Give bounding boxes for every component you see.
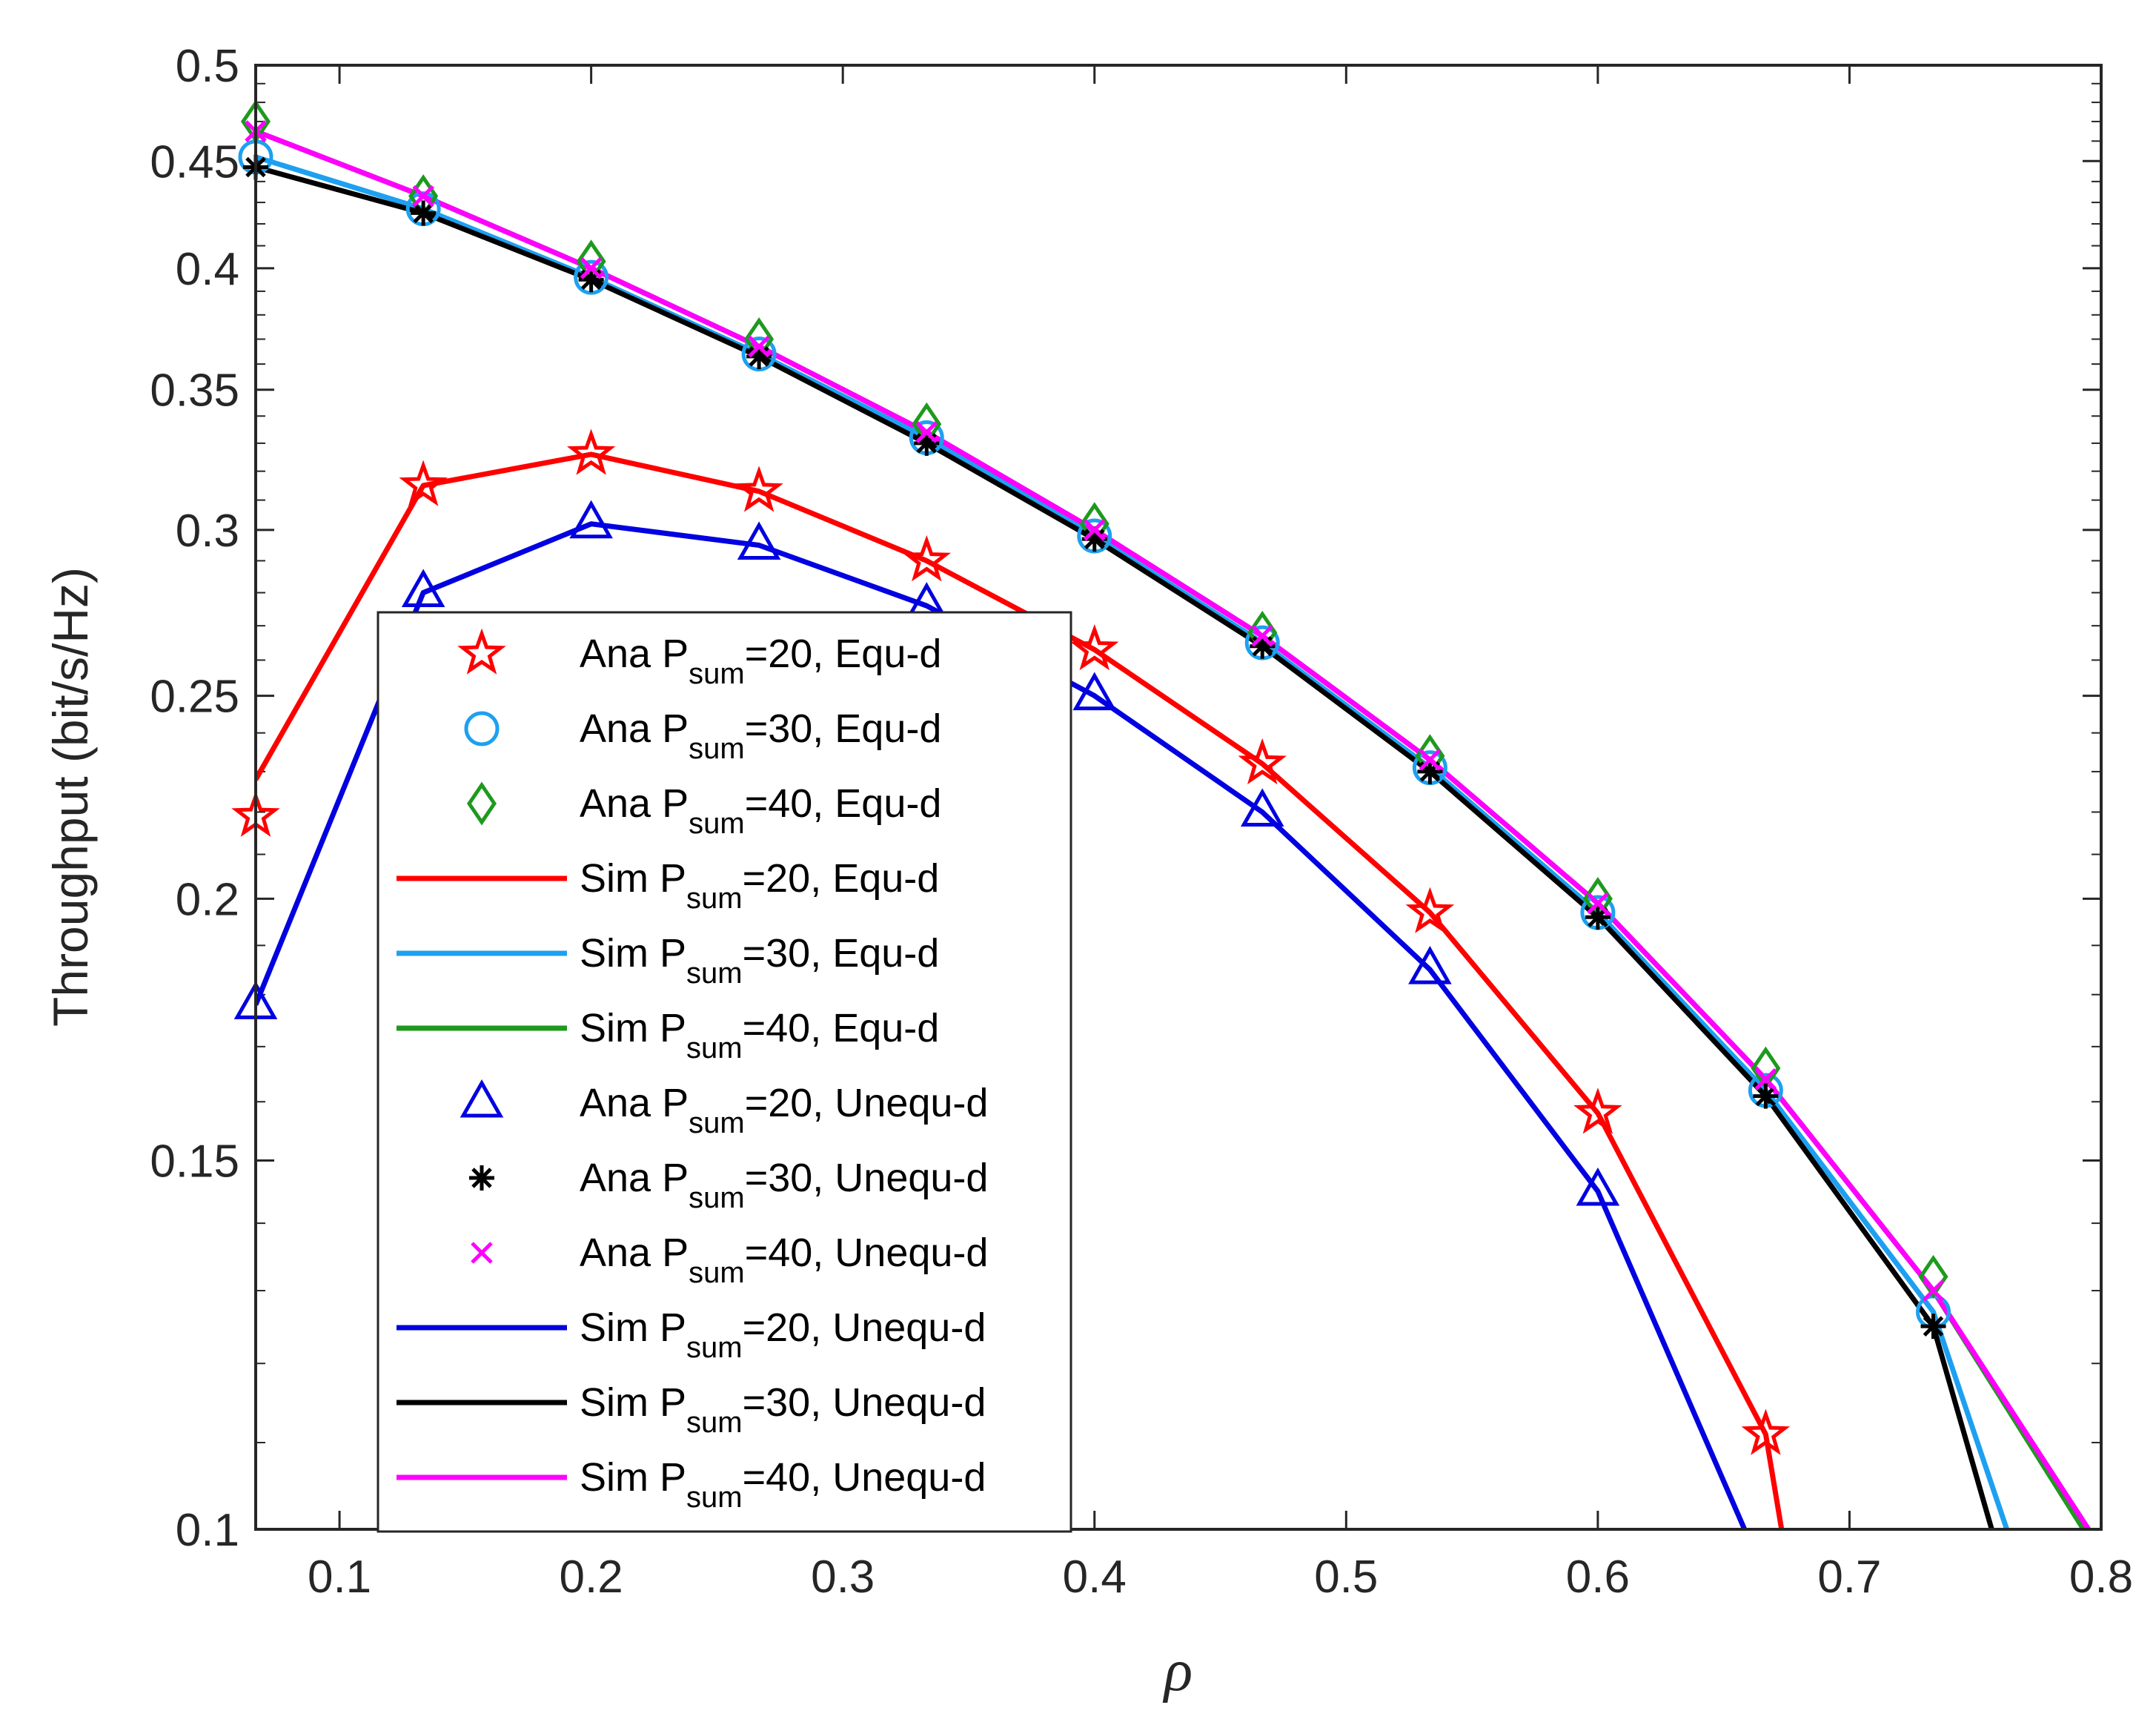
legend-label: Sim Psum=20, Equ-d xyxy=(580,856,939,915)
marker-triangle-6 xyxy=(1408,946,1452,984)
legend-marker-swatch xyxy=(464,711,500,746)
y-tick-label: 0.25 xyxy=(150,672,239,723)
x-tick-label: 0.4 xyxy=(1063,1552,1127,1603)
marker-triangle-6 xyxy=(737,521,781,560)
marker-triangle-6 xyxy=(1576,1167,1620,1206)
marker-star-0 xyxy=(566,428,616,475)
y-tick-label: 0.2 xyxy=(176,874,239,925)
marker-star-0 xyxy=(399,460,448,506)
legend-entry: Sim Psum=40, Equ-d xyxy=(397,1006,939,1065)
series-line-11 xyxy=(256,128,2091,1529)
legend: Ana Psum=20, Equ-d Ana Psum=30, Equ-d Ana … xyxy=(377,611,1072,1533)
marker-x-8 xyxy=(1251,625,1274,647)
x-tick-label: 0.5 xyxy=(1314,1552,1378,1603)
y-tick-label: 0.3 xyxy=(176,506,239,557)
marker-asterisk-7 xyxy=(411,200,437,226)
legend-entry: Ana Psum=20, Unequ-d xyxy=(460,1079,988,1139)
marker-asterisk-7 xyxy=(1920,1314,1946,1340)
marker-triangle-6 xyxy=(1072,672,1117,711)
x-tick-label: 0.3 xyxy=(811,1552,875,1603)
legend-label: Sim Psum=40, Unequ-d xyxy=(580,1455,986,1514)
marker-triangle-6 xyxy=(401,569,445,608)
legend-entry: Ana Psum=40, Unequ-d xyxy=(471,1231,988,1289)
legend-marker-swatch xyxy=(460,1079,504,1118)
legend-label: Ana Psum=40, Equ-d xyxy=(580,781,941,840)
y-tick-label: 0.5 xyxy=(176,41,239,92)
y-tick-label: 0.1 xyxy=(176,1505,239,1556)
marker-diamond-2 xyxy=(1918,1254,1948,1299)
plot-frame xyxy=(254,64,2103,1531)
legend-box xyxy=(377,611,1072,1533)
marker-x-8 xyxy=(1419,749,1442,771)
legend-label: Ana Psum=30, Unequ-d xyxy=(580,1156,988,1214)
x-axis-label: ρ xyxy=(1162,1638,1193,1704)
y-tick-label: 0.35 xyxy=(150,365,239,417)
y-tick-label: 0.45 xyxy=(150,136,239,188)
marker-x-8 xyxy=(748,335,770,358)
marker-triangle-6 xyxy=(569,500,613,539)
legend-entry: Ana Psum=40, Equ-d xyxy=(466,781,941,840)
tick-labels: 0.1 0.2 0.3 0.4 0.5 0.6 0.7 0.8 0.1 0.15 0.2 0.25 0.… xyxy=(150,41,2133,1603)
legend-label: Ana Psum=20, Unequ-d xyxy=(580,1081,988,1139)
legend-label: Sim Psum=30, Equ-d xyxy=(580,931,939,990)
marker-triangle-6 xyxy=(1240,788,1284,827)
marker-star-0 xyxy=(1741,1408,1791,1455)
x-tick-label: 0.2 xyxy=(560,1552,623,1603)
y-tick-label: 0.15 xyxy=(150,1136,239,1187)
marker-star-0 xyxy=(1238,738,1287,785)
marker-x-8 xyxy=(1587,892,1609,915)
legend-entry: Ana Psum=20, Equ-d xyxy=(457,628,941,690)
marker-asterisk-7 xyxy=(578,267,604,293)
legend-marker-swatch xyxy=(471,1242,493,1264)
x-tick-label: 0.7 xyxy=(1817,1552,1881,1603)
marker-x-8 xyxy=(1083,519,1106,541)
legend-marker-swatch xyxy=(457,628,506,675)
legend-entry: Ana Psum=30, Equ-d xyxy=(464,706,941,765)
marker-x-8 xyxy=(412,185,434,208)
marker-star-0 xyxy=(734,466,783,512)
legend-marker-swatch xyxy=(469,1165,494,1191)
marker-x-8 xyxy=(1922,1279,1945,1302)
marker-x-8 xyxy=(915,421,938,443)
legend-entry: Sim Psum=30, Equ-d xyxy=(397,931,939,990)
legend-label: Ana Psum=20, Equ-d xyxy=(580,632,941,690)
legend-label: Sim Psum=30, Unequ-d xyxy=(580,1380,986,1439)
series-markers xyxy=(231,99,1951,1455)
legend-label: Sim Psum=20, Unequ-d xyxy=(580,1305,986,1364)
marker-asterisk-7 xyxy=(1417,758,1443,784)
series-line-3 xyxy=(256,451,1785,1529)
y-axis-label: Throughput (bit/s/Hz) xyxy=(43,567,98,1027)
marker-star-0 xyxy=(902,535,951,582)
legend-entry: Sim Psum=40, Unequ-d xyxy=(397,1455,986,1514)
legend-marker-swatch xyxy=(466,781,497,826)
legend-entry: Sim Psum=30, Unequ-d xyxy=(397,1380,986,1439)
series-line-10 xyxy=(256,165,1994,1529)
legend-label: Ana Psum=30, Equ-d xyxy=(580,706,941,765)
legend-label: Sim Psum=40, Equ-d xyxy=(580,1006,939,1065)
x-tick-label: 0.8 xyxy=(2069,1552,2133,1603)
marker-asterisk-7 xyxy=(1753,1083,1779,1109)
legend-entry: Ana Psum=30, Unequ-d xyxy=(469,1156,988,1214)
x-tick-label: 0.1 xyxy=(308,1552,371,1603)
marker-star-0 xyxy=(1405,887,1455,933)
x-tick-label: 0.6 xyxy=(1566,1552,1630,1603)
legend-entry: Sim Psum=20, Equ-d xyxy=(397,856,939,915)
marker-star-0 xyxy=(1573,1087,1622,1134)
marker-star-0 xyxy=(1070,623,1119,671)
marker-x-8 xyxy=(1754,1068,1777,1090)
y-tick-label: 0.4 xyxy=(176,244,239,295)
marker-circle-1 xyxy=(741,337,777,372)
marker-circle-1 xyxy=(574,259,609,295)
legend-entry: Sim Psum=20, Unequ-d xyxy=(397,1305,986,1364)
legend-label: Ana Psum=40, Unequ-d xyxy=(580,1231,988,1289)
marker-x-8 xyxy=(580,257,603,279)
marker-asterisk-7 xyxy=(1585,904,1611,930)
